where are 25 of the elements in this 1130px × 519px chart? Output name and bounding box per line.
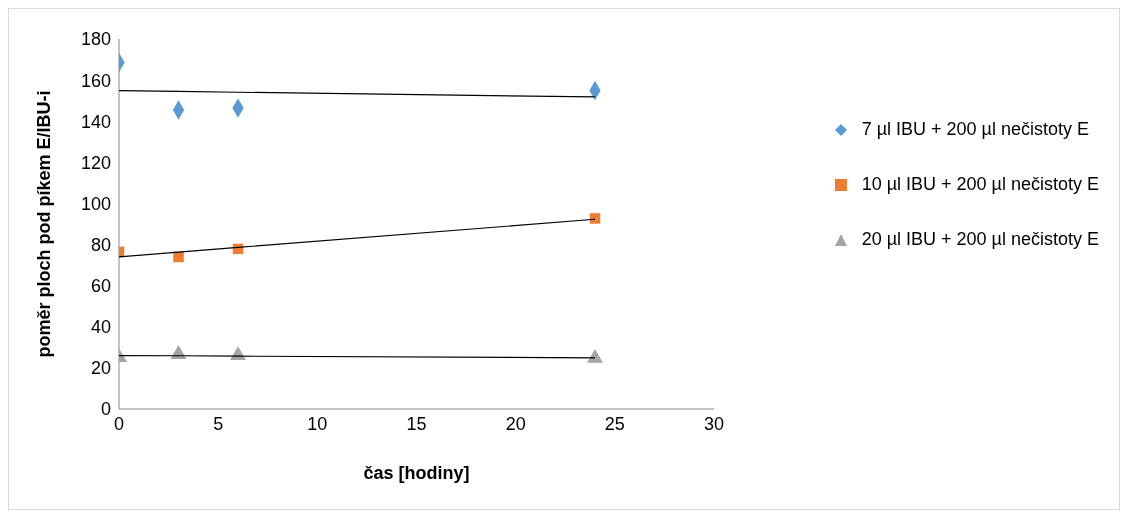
x-tick-label: 5 xyxy=(213,413,224,434)
x-tick-label: 0 xyxy=(113,413,125,434)
legend-label: 7 µl IBU + 200 µl nečistoty E xyxy=(861,119,1089,140)
legend-label: 20 µl IBU + 200 µl nečistoty E xyxy=(861,229,1099,250)
y-tick-label: 100 xyxy=(80,193,111,214)
y-tick-label: 60 xyxy=(90,276,111,297)
y-axis-title: poměr ploch pod píkem E/IBU-i xyxy=(34,90,55,358)
y-tick-label: 20 xyxy=(90,358,111,379)
y-tick-label: 120 xyxy=(80,152,111,173)
point xyxy=(587,349,603,363)
point xyxy=(173,251,184,263)
y-tick-label: 160 xyxy=(80,70,111,91)
y-tick-label: 80 xyxy=(90,234,111,255)
x-tick-label: 30 xyxy=(703,413,725,434)
y-tick-label: 140 xyxy=(80,111,111,132)
x-tick-label: 25 xyxy=(604,413,625,434)
x-tick-label: 20 xyxy=(505,413,526,434)
point xyxy=(589,213,601,224)
x-axis-title: čas [hodiny] xyxy=(363,463,470,483)
y-tick-label: 0 xyxy=(100,399,111,420)
legend-label: 10 µl IBU + 200 µl nečistoty E xyxy=(861,174,1099,195)
x-tick-label: 15 xyxy=(406,413,427,434)
x-tick-label: 10 xyxy=(307,413,328,434)
y-tick-label: 40 xyxy=(90,317,111,338)
y-tick-label: 180 xyxy=(80,29,111,50)
